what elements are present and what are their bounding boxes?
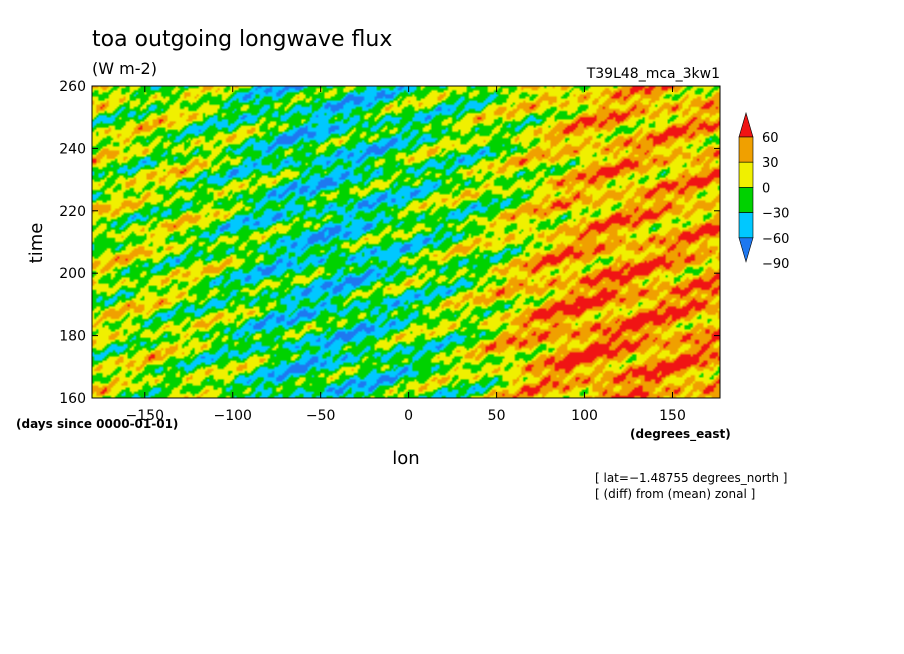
x-tick-label: 50 (488, 408, 506, 424)
experiment-label: T39L48_mca_3kw1 (586, 66, 720, 82)
colorbar-swatch (738, 161, 754, 188)
x-tick-label: 100 (571, 408, 598, 424)
y-tick-label: 240 (59, 141, 86, 157)
y-axis-units: (days since 0000-01-01) (16, 417, 178, 431)
y-tick-label: 220 (59, 204, 86, 220)
plot-frame (91, 85, 721, 399)
colorbar-label: 0 (762, 181, 770, 196)
y-tick-label: 260 (59, 79, 86, 95)
x-axis-label: lon (392, 448, 419, 469)
x-tick-label: −50 (306, 408, 336, 424)
x-tick-label: −100 (214, 408, 252, 424)
x-axis-units: (degrees_east) (630, 427, 731, 442)
colorbar-extend-low (738, 237, 754, 263)
colorbar-label: −30 (762, 207, 789, 222)
colorbar-label: 60 (762, 131, 779, 146)
annotation-diff: [ (diff) from (mean) zonal ] (595, 487, 755, 501)
x-tick-label: 0 (404, 408, 413, 424)
colorbar-label: 30 (762, 156, 779, 171)
colorbar-label: −60 (762, 232, 789, 247)
chart-subtitle: (W m-2) (92, 59, 157, 78)
x-axis: −150 −100 −50 0 50 100 150 (126, 86, 686, 424)
y-tick-label: 200 (59, 266, 86, 282)
y-tick-label: 180 (59, 329, 86, 345)
x-tick-label: 150 (659, 408, 686, 424)
x-tick-label: −150 (126, 408, 164, 424)
colorbar-label: −90 (762, 257, 789, 272)
plot-area (91, 85, 721, 399)
colorbar-swatch (738, 212, 754, 239)
colorbar: 60 30 0 −30 −60 −90 (738, 111, 789, 272)
colorbar-extend-high (738, 111, 754, 138)
y-axis: 160 180 200 220 240 260 (59, 79, 720, 407)
annotation-latitude: [ lat=−1.48755 degrees_north ] (595, 471, 787, 485)
y-axis-label: time (26, 223, 47, 264)
colorbar-swatch (738, 187, 754, 213)
anomaly-field (92, 86, 720, 398)
colorbar-swatch (738, 136, 754, 163)
y-tick-label: 160 (59, 391, 86, 407)
chart-title: toa outgoing longwave flux (92, 27, 392, 52)
